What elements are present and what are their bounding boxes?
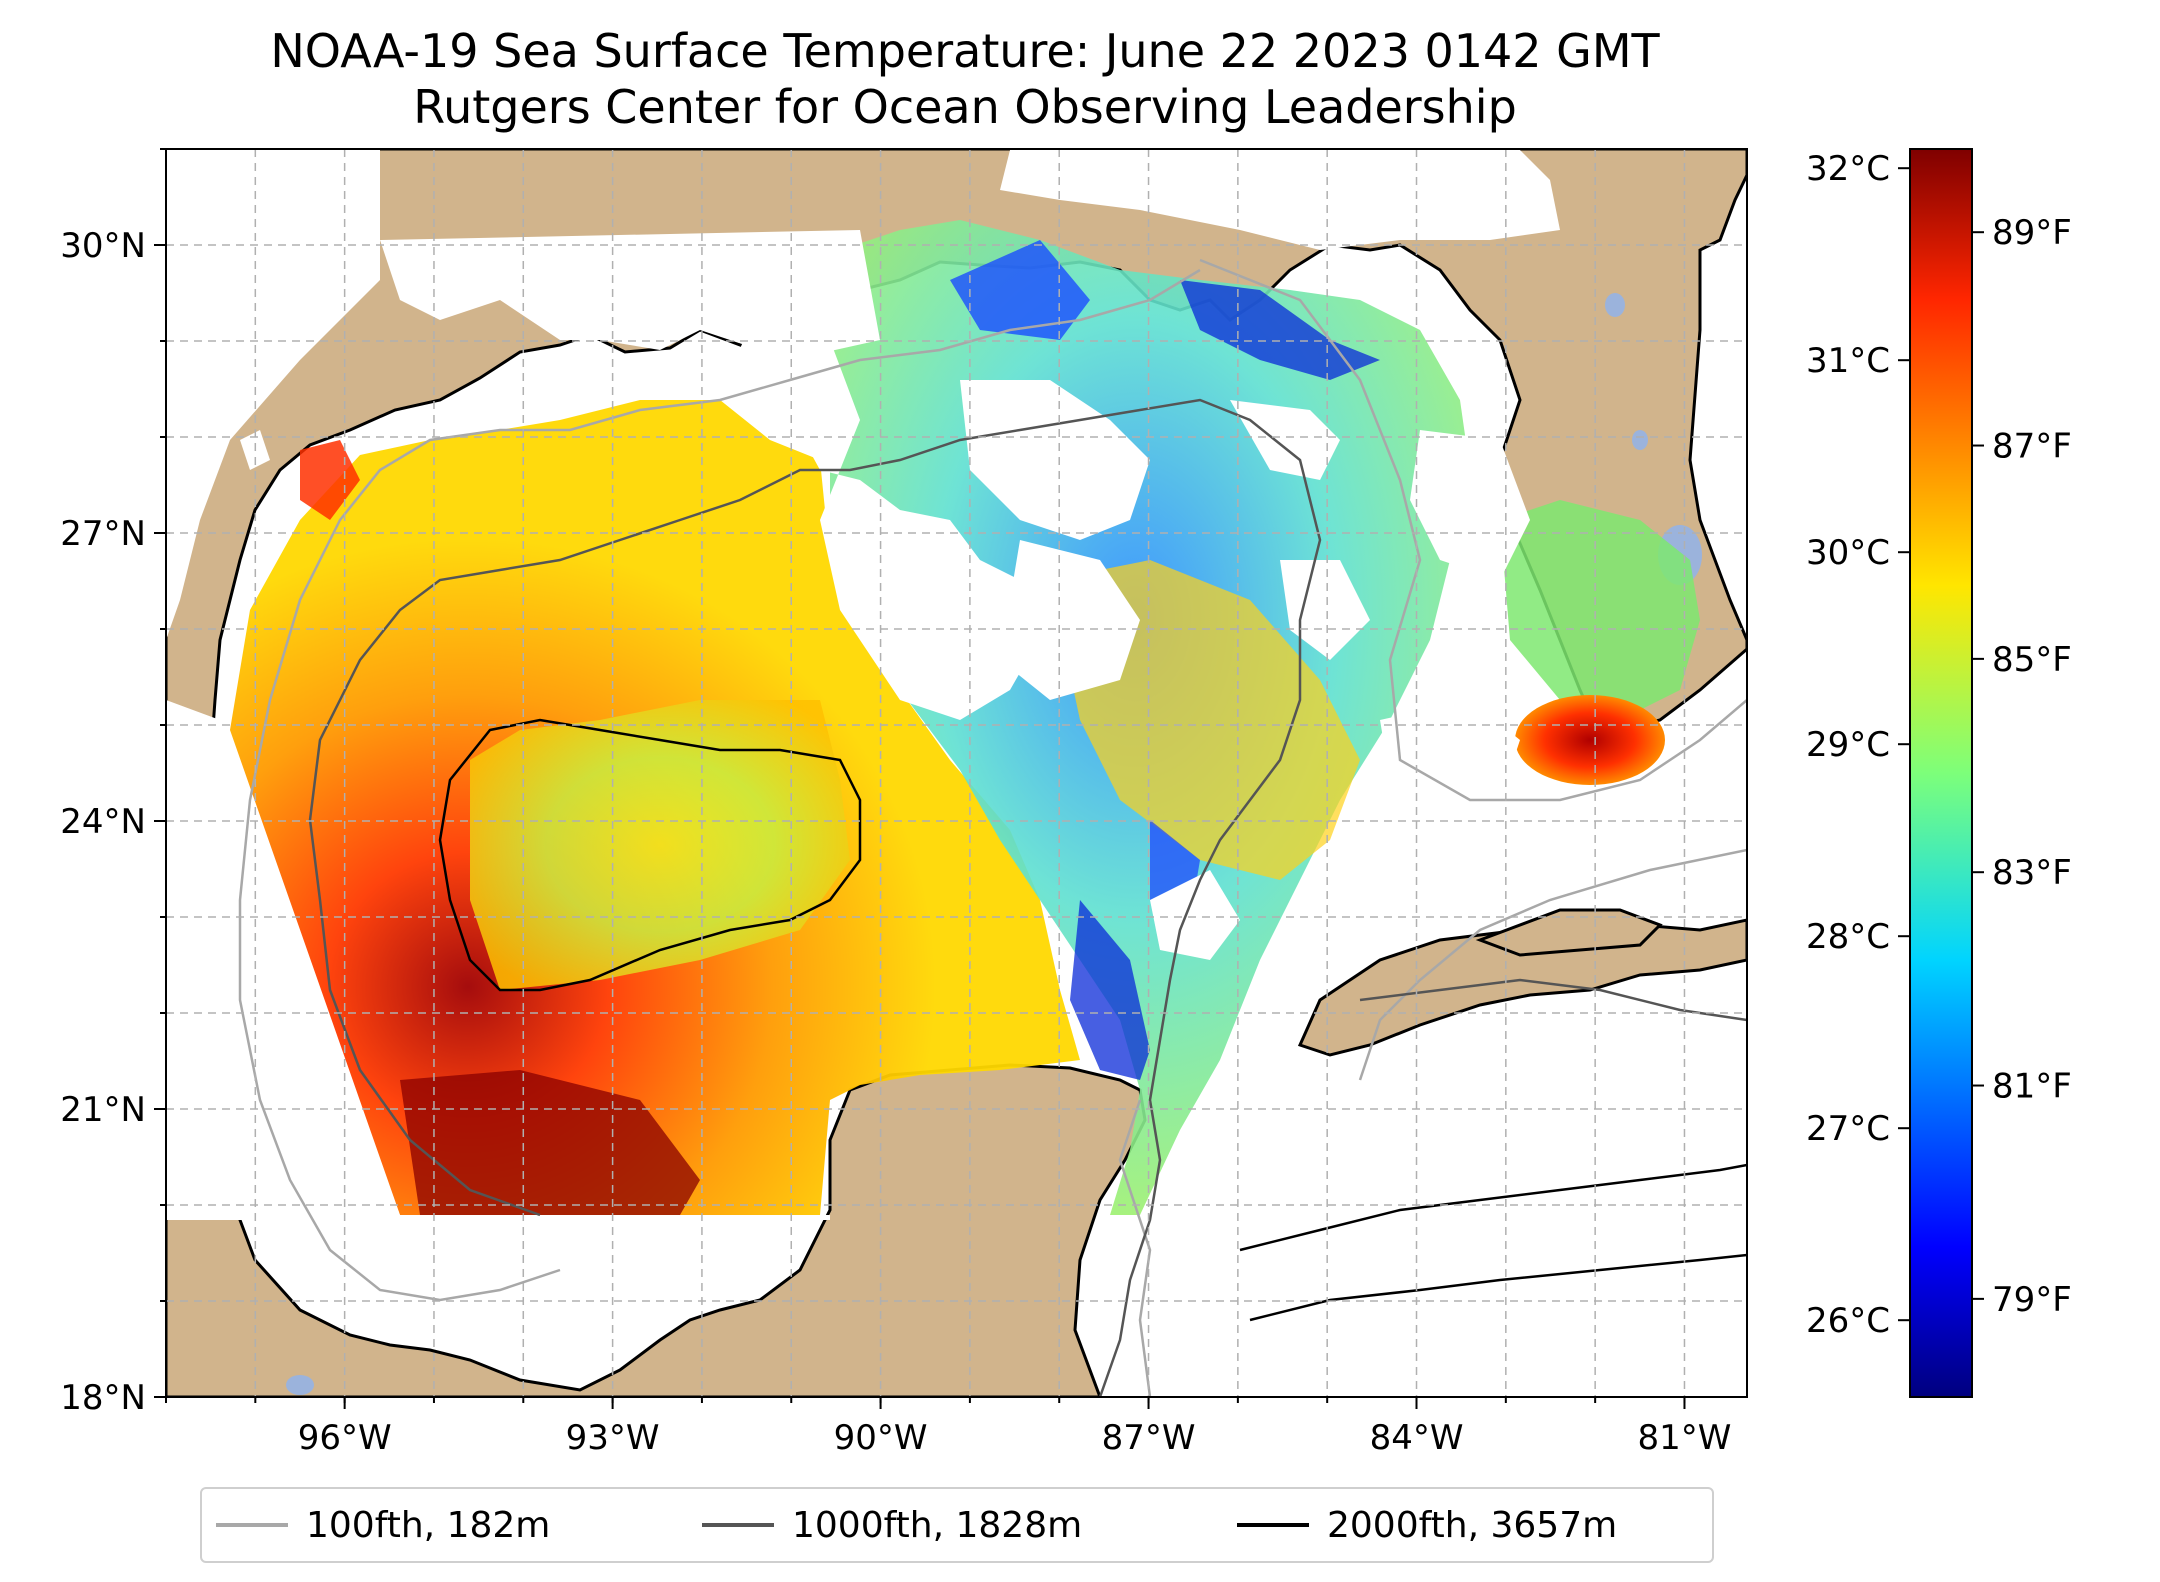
- lon-tick-label: 87°W: [1102, 1418, 1196, 1458]
- florida-bay-hot-spot: [1515, 695, 1665, 785]
- celsius-tick-label: 27°C: [1806, 1109, 1890, 1149]
- cloud-mask: [166, 149, 1560, 1220]
- fahrenheit-tick-label: 85°F: [1992, 640, 2072, 680]
- celsius-tick-label: 32°C: [1806, 149, 1890, 189]
- land-cuba-east: [1475, 908, 1663, 957]
- legend-label-2000fth: 2000fth, 3657m: [1327, 1504, 1618, 1546]
- lon-tick-label: 81°W: [1638, 1418, 1732, 1458]
- map-area: [166, 149, 1747, 1397]
- lon-tick-label: 90°W: [834, 1418, 928, 1458]
- legend-item-100fth: 100fth, 182m: [216, 1503, 550, 1547]
- lat-tick-label: 18°N: [60, 1378, 146, 1418]
- map-frame: [165, 148, 1748, 1398]
- contour-100fth: [238, 258, 1747, 1397]
- lake: [286, 1375, 314, 1395]
- cold-patch-yucatan: [1070, 900, 1150, 1080]
- fahrenheit-tick-label: 79°F: [1992, 1280, 2072, 1320]
- fahrenheit-tick-label: 81°F: [1992, 1067, 2072, 1107]
- colorbar-gradient: [1909, 148, 1973, 1398]
- lake: [1632, 430, 1648, 450]
- celsius-tick-label: 29°C: [1806, 725, 1890, 765]
- map-title: NOAA-19 Sea Surface Temperature: June 22…: [270, 24, 1660, 78]
- gridlines: [166, 149, 1747, 1397]
- contour-1000fth: [308, 398, 1747, 1397]
- lake: [1605, 293, 1625, 317]
- fahrenheit-tick-label: 83°F: [1992, 853, 2072, 893]
- celsius-tick-label: 28°C: [1806, 917, 1890, 957]
- contour-2000fth: [438, 718, 1747, 1322]
- legend-line-2000fth: [1237, 1523, 1309, 1527]
- axis-ticks: 96°W 93°W 90°W 87°W 84°W 81°W 30°N 27°N 24°N 21°N…: [60, 148, 1732, 1458]
- sst-field: [230, 220, 1700, 1215]
- legend-label-1000fth: 1000fth, 1828m: [792, 1504, 1083, 1546]
- fahrenheit-tick-label: 87°F: [1992, 427, 2072, 467]
- legend-label-100fth: 100fth, 182m: [306, 1504, 551, 1546]
- lon-tick-label: 96°W: [298, 1418, 392, 1458]
- celsius-tick-label: 26°C: [1806, 1301, 1890, 1341]
- hot-patch-bay-of-campeche: [400, 1070, 700, 1215]
- cold-patch-florida-panhandle: [1180, 280, 1380, 380]
- legend-item-2000fth: 2000fth, 3657m: [1237, 1503, 1617, 1547]
- bathymetry-contours: [238, 258, 1747, 1397]
- lon-tick-label: 84°W: [1370, 1418, 1464, 1458]
- celsius-tick-label: 30°C: [1806, 533, 1890, 573]
- lat-tick-label: 24°N: [60, 802, 146, 842]
- florida-shelf-water: [1500, 500, 1700, 720]
- legend-item-1000fth: 1000fth, 1828m: [702, 1503, 1082, 1547]
- legend-line-1000fth: [702, 1523, 774, 1527]
- lat-tick-label: 27°N: [60, 514, 146, 554]
- lat-tick-label: 30°N: [60, 226, 146, 266]
- celsius-tick-label: 31°C: [1806, 341, 1890, 381]
- depth-contour-legend: 100fth, 182m 1000fth, 1828m 2000fth, 365…: [200, 1487, 1714, 1563]
- lat-tick-label: 21°N: [60, 1090, 146, 1130]
- colorbar: 26°C 27°C 28°C 29°C 30°C 31°C 32°C 79°F 81°F 83°F…: [1806, 148, 2072, 1398]
- fahrenheit-tick-label: 89°F: [1992, 213, 2072, 253]
- colorbar-ticks: 26°C 27°C 28°C 29°C 30°C 31°C 32°C 79°F 81°F 83°F…: [1806, 149, 2072, 1341]
- legend-line-100fth: [216, 1523, 288, 1527]
- map-subtitle: Rutgers Center for Ocean Observing Leade…: [413, 80, 1517, 134]
- cold-patch-mississippi: [950, 240, 1090, 340]
- lon-tick-label: 93°W: [566, 1418, 660, 1458]
